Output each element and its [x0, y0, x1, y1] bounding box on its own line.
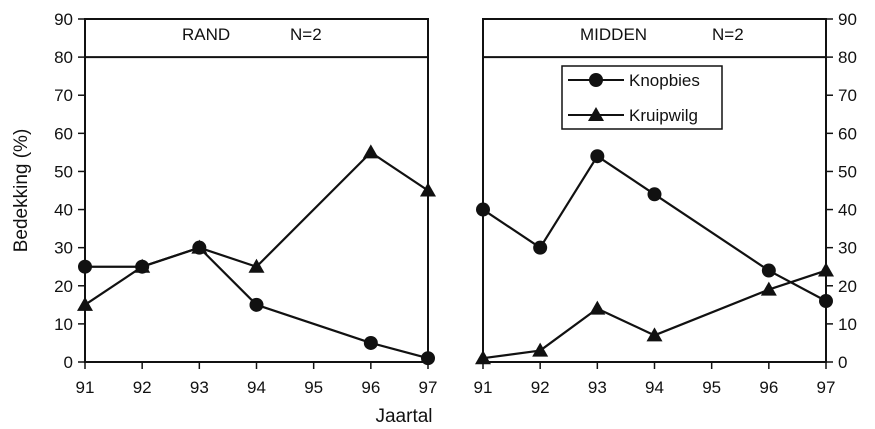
series-line-knopbies — [85, 246, 429, 360]
x-tick-label: 92 — [133, 378, 152, 397]
x-tick-label: 93 — [190, 378, 209, 397]
y-tick-label: 40 — [54, 201, 73, 220]
legend: Knopbies Kruipwilg — [561, 65, 723, 130]
point-knopbies — [249, 297, 264, 312]
y-tick-label: 50 — [838, 162, 857, 181]
point-kruipwilg — [589, 300, 606, 315]
x-tick-label: 91 — [76, 378, 95, 397]
series-layer — [77, 144, 436, 366]
point-kruipwilg — [134, 258, 151, 273]
panel-title: RAND — [182, 25, 230, 44]
x-tick-label: 97 — [419, 378, 438, 397]
point-knopbies — [819, 294, 833, 309]
y-tick-label: 80 — [54, 48, 73, 67]
point-kruipwilg — [646, 327, 663, 342]
y-tick-label: 80 — [838, 48, 857, 67]
y-tick-labels: 0 10 20 30 40 50 60 70 80 90 — [826, 10, 857, 372]
legend-label-knopbies: Knopbies — [629, 71, 700, 90]
legend-marker-kruipwilg — [588, 107, 604, 121]
y-tick-label: 20 — [54, 277, 73, 296]
point-knopbies — [78, 259, 92, 274]
y-tick-label: 70 — [838, 86, 857, 105]
x-tick-label: 96 — [759, 378, 778, 397]
x-tick-label: 93 — [588, 378, 607, 397]
y-tick-label: 10 — [54, 315, 73, 334]
point-knopbies — [647, 187, 662, 202]
legend-box — [561, 65, 723, 130]
y-tick-label: 60 — [54, 124, 73, 143]
y-tick-label: 0 — [64, 353, 73, 372]
point-kruipwilg — [818, 262, 834, 277]
y-tick-label: 30 — [54, 239, 73, 258]
panel-subtitle: N=2 — [712, 25, 744, 44]
x-tick-labels: 91 92 93 94 95 96 97 — [474, 362, 836, 397]
point-kruipwilg — [248, 258, 265, 273]
series-line-knopbies — [482, 155, 827, 302]
x-tick-label: 95 — [304, 378, 323, 397]
y-tick-label: 90 — [838, 10, 857, 29]
point-kruipwilg — [77, 296, 93, 311]
point-knopbies — [363, 335, 378, 350]
x-tick-labels: 91 92 93 94 95 96 97 — [76, 362, 438, 397]
x-tick-label: 91 — [474, 378, 493, 397]
y-tick-label: 60 — [838, 124, 857, 143]
x-tick-label: 94 — [645, 378, 664, 397]
point-knopbies — [476, 202, 490, 217]
x-tick-label: 96 — [361, 378, 380, 397]
point-kruipwilg — [475, 350, 491, 365]
y-tick-label: 10 — [838, 315, 857, 334]
series-line-kruipwilg — [482, 269, 827, 360]
y-tick-label: 30 — [838, 239, 857, 258]
panel-rand: RAND N=2 Bedekking (%) Jaartal 0 10 20 30 40… — [11, 10, 437, 427]
legend-label-kruipwilg: Kruipwilg — [629, 106, 698, 125]
series-layer — [475, 149, 834, 365]
point-kruipwilg — [191, 239, 208, 254]
point-kruipwilg — [760, 281, 777, 296]
legend-marker-knopbies — [589, 73, 603, 87]
point-kruipwilg — [420, 182, 436, 197]
y-tick-labels: 0 10 20 30 40 50 60 70 80 90 — [54, 10, 85, 372]
panel-title: MIDDEN — [580, 25, 647, 44]
x-tick-label: 94 — [247, 378, 266, 397]
y-tick-label: 40 — [838, 201, 857, 220]
point-knopbies — [590, 149, 605, 164]
series-line-kruipwilg — [84, 151, 429, 306]
y-tick-label: 70 — [54, 86, 73, 105]
point-kruipwilg — [532, 342, 549, 357]
y-tick-label: 0 — [838, 353, 847, 372]
panel-subtitle: N=2 — [290, 25, 322, 44]
y-axis-title: Bedekking (%) — [11, 129, 32, 253]
x-tick-label: 92 — [531, 378, 550, 397]
point-knopbies — [761, 263, 776, 278]
y-tick-label: 50 — [54, 162, 73, 181]
point-kruipwilg — [362, 144, 379, 159]
x-tick-label: 95 — [702, 378, 721, 397]
x-tick-label: 97 — [817, 378, 836, 397]
point-knopbies — [533, 240, 548, 255]
point-knopbies — [421, 351, 435, 366]
y-tick-label: 20 — [838, 277, 857, 296]
x-axis-title: Jaartal — [375, 406, 432, 427]
y-tick-label: 90 — [54, 10, 73, 29]
